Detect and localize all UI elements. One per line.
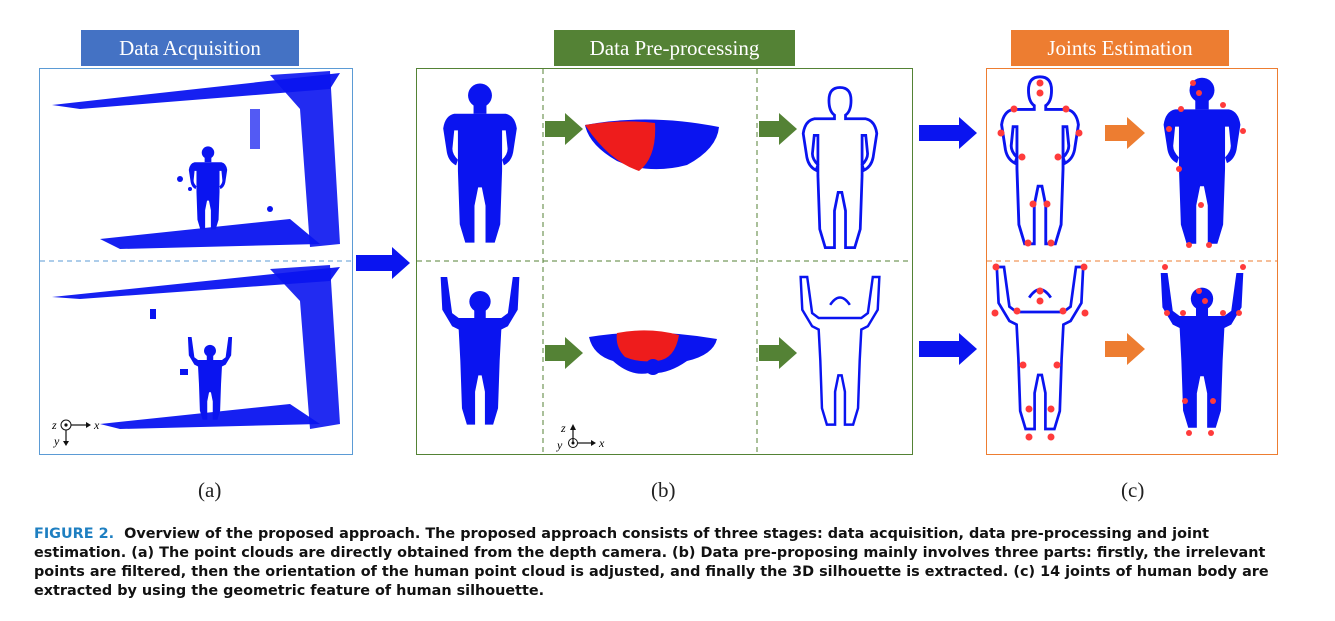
axis-label-x: x <box>93 418 100 432</box>
figure-label: FIGURE 2. <box>34 526 115 542</box>
joints-figures <box>987 75 1277 441</box>
silhouette-bottom <box>799 275 881 426</box>
arrow-filter-to-orient-bottom <box>545 337 583 369</box>
axis-label-z: z <box>560 421 566 435</box>
joints-body-bottom <box>1162 264 1246 436</box>
sublabel-c: (c) <box>1121 478 1145 502</box>
arrow-b-to-c-top <box>919 117 977 149</box>
axis-indicator-a: z x y <box>51 418 100 448</box>
panel-acquisition: z x y <box>39 68 353 455</box>
axis-indicator-b: z y x <box>556 421 605 452</box>
oriented-cloud-bottom <box>589 330 717 375</box>
sublabel-a: (a) <box>198 478 222 502</box>
arrow-silhouette-to-body-top <box>1105 117 1145 149</box>
silhouette-top <box>801 86 879 249</box>
joints-top <box>997 79 1083 247</box>
joints-bottom <box>991 263 1089 441</box>
arrow-orient-to-silhouette-bottom <box>759 337 797 369</box>
arrow-orient-to-silhouette-top <box>759 113 797 145</box>
scene-bottom <box>52 265 340 429</box>
axis-label-z: z <box>51 418 57 432</box>
caption-text: Overview of the proposed approach. The p… <box>34 526 1269 599</box>
joint-silhouette-top <box>1000 75 1080 246</box>
joint-body-bottom <box>1160 273 1244 428</box>
panel-preprocessing: z y x <box>416 68 913 455</box>
filtered-body-top <box>443 83 517 243</box>
stage-title-estimation: Joints Estimation <box>1011 30 1229 66</box>
joints-body-top <box>1166 80 1246 248</box>
stage-title-acquisition: Data Acquisition <box>81 30 299 66</box>
sublabel-b: (b) <box>651 478 676 502</box>
arrow-silhouette-to-body-bottom <box>1105 333 1145 365</box>
scene-top <box>52 71 340 249</box>
stage-title-preprocessing: Data Pre-processing <box>554 30 795 66</box>
preprocessing-figures: z y x <box>417 69 912 454</box>
acquisition-point-clouds: z x y <box>40 71 352 448</box>
axis-label-y: y <box>556 438 563 452</box>
oriented-cloud-top <box>585 119 719 171</box>
axis-label-x: x <box>598 436 605 450</box>
arrow-filter-to-orient-top <box>545 113 583 145</box>
arrow-a-to-b <box>356 247 410 279</box>
arrow-b-to-c-bottom <box>919 333 977 365</box>
axis-label-y: y <box>53 434 60 448</box>
figure-caption: FIGURE 2. Overview of the proposed approa… <box>34 525 1302 601</box>
panel-estimation <box>986 68 1278 455</box>
filtered-body-bottom <box>440 277 520 425</box>
joint-body-top <box>1163 77 1241 244</box>
